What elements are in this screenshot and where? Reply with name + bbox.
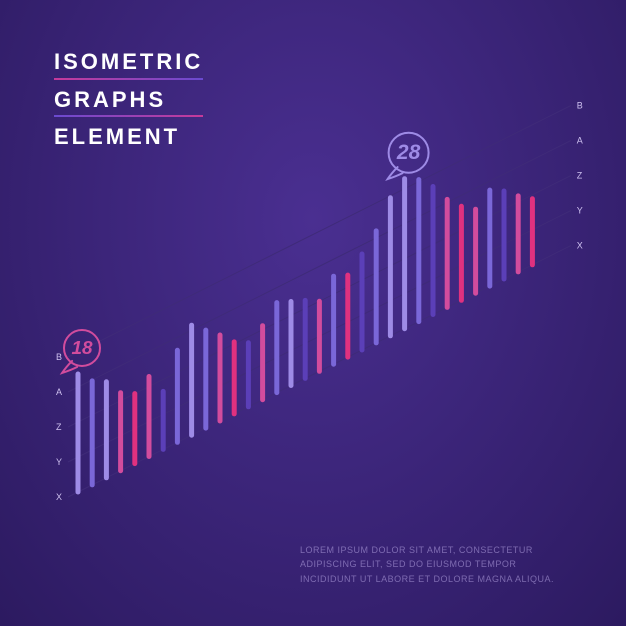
axis-label-right: Y [577, 206, 584, 216]
axis-label-left: B [56, 352, 63, 362]
axis-label-left: X [56, 492, 63, 502]
callout-value: 28 [396, 141, 421, 164]
lorem-text: LOREM IPSUM DOLOR SIT AMET, CONSECTETUR … [300, 543, 566, 586]
axis-label-right: B [577, 101, 584, 111]
axis-label-right: A [577, 136, 584, 146]
axis-label-left: Y [56, 457, 63, 467]
callout-bubble: 18 [62, 330, 100, 373]
callout-value: 18 [71, 338, 93, 359]
infographic-stage: ISOMETRIC GRAPHS ELEMENT XXYYZZAABB1828 … [0, 0, 626, 626]
callout-bubble: 28 [388, 133, 429, 179]
axis-label-right: X [577, 241, 584, 251]
axis-label-left: A [56, 387, 63, 397]
axis-label-right: Z [577, 171, 584, 181]
isometric-bar-chart: X X Y Y Z Z A A B B 18 28 [0, 0, 626, 626]
axis-label-left: Z [56, 422, 63, 432]
